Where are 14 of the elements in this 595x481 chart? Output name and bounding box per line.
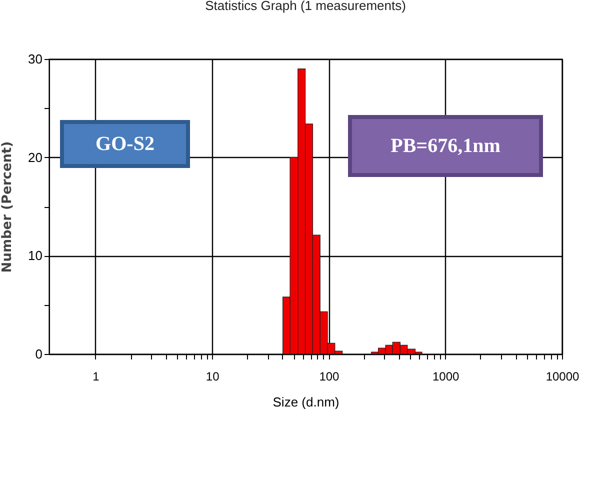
- label-box: GO-S2: [60, 120, 190, 168]
- x-tick-label: 10000: [546, 370, 580, 384]
- x-axis-title: Size (d.nm): [272, 394, 340, 410]
- x-tick-label: 100: [319, 370, 340, 384]
- y-tick-label: 20: [28, 150, 42, 165]
- x-tick-label: 1000: [432, 370, 460, 384]
- y-tick-label: 10: [28, 248, 42, 264]
- y-axis-title: Number (Percent): [0, 141, 16, 273]
- chart-title: Statistics Graph (1 measurements): [205, 0, 406, 13]
- x-tick-label: 1: [92, 370, 100, 384]
- y-tick-label: 0: [35, 346, 42, 362]
- label-box: PB=676,1nm: [348, 115, 543, 177]
- x-tick-label: 10: [206, 370, 220, 384]
- y-tick-label: 30: [28, 52, 42, 66]
